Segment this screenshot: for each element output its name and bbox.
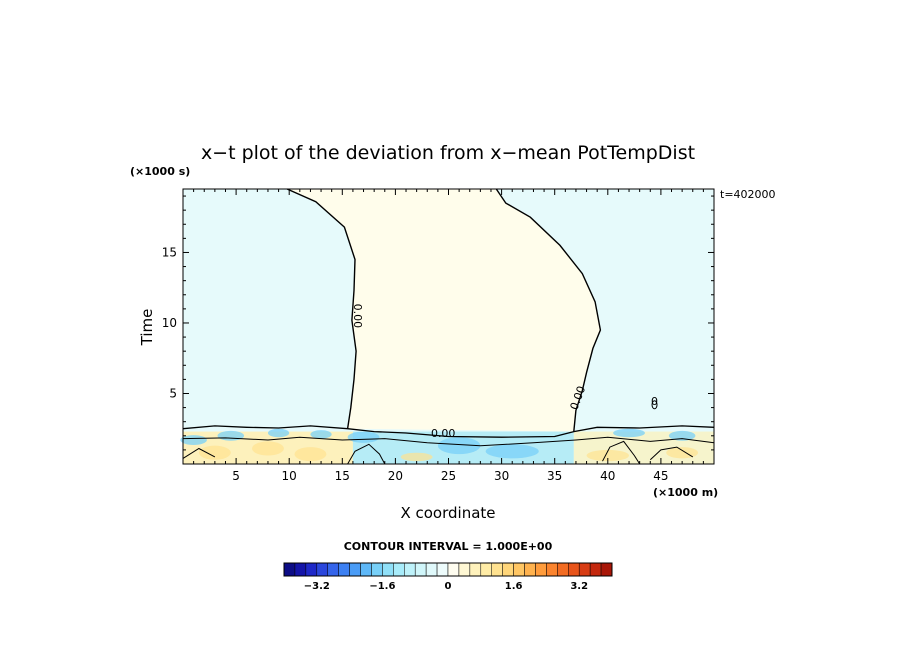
- contour-label: 0.00: [431, 427, 456, 440]
- contour-lines: [182, 188, 715, 465]
- colorbar-cell: [414, 562, 427, 577]
- colorbar-cell: [360, 562, 372, 577]
- contour-bottom-detail: [602, 440, 641, 465]
- colorbar-cell: [327, 562, 339, 577]
- warm-patch: [666, 447, 699, 459]
- y-tick-label: 5: [169, 386, 177, 400]
- x-tick-label: 35: [547, 469, 562, 483]
- colorbar-cell: [447, 562, 460, 577]
- colorbar-cell: [600, 562, 613, 577]
- y-tick-label: 10: [162, 316, 177, 330]
- contour-label: 0: [651, 395, 658, 408]
- cool-patch: [267, 428, 290, 438]
- warm-patch: [586, 449, 630, 462]
- warm-patch: [400, 452, 433, 462]
- contour-bottom-detail: [347, 443, 386, 465]
- warm-patch: [252, 441, 284, 456]
- colorbar-cell: [469, 562, 482, 577]
- colorbar-cell: [436, 562, 449, 577]
- warm-patch: [198, 445, 231, 460]
- x-tick-label: 15: [335, 469, 350, 483]
- contour-zero-right: [495, 188, 602, 432]
- cool-patch: [217, 430, 245, 441]
- x-tick-label: 40: [600, 469, 615, 483]
- cool-patch: [613, 428, 645, 438]
- cool-patch: [180, 435, 207, 445]
- chart-title: x−t plot of the deviation from x−mean Po…: [201, 142, 695, 164]
- contour-bottom-top: [182, 425, 715, 438]
- contour-small-loop: [651, 400, 658, 410]
- colorbar-cell: [305, 562, 318, 577]
- x-tick-label: 5: [232, 469, 240, 483]
- colorbar-frame: [283, 562, 613, 577]
- warm-patch: [294, 447, 327, 462]
- colorbar-cell: [283, 562, 296, 577]
- cool-patch: [668, 430, 696, 441]
- x-axis-label: X coordinate: [400, 504, 495, 522]
- color-field: [180, 189, 714, 464]
- contour-bottom-detail: [649, 446, 694, 461]
- x-unit-label: (×1000 m): [653, 486, 718, 499]
- colorbar-tick-label: 3.2: [570, 581, 588, 592]
- y-axis-label: Time: [138, 309, 156, 347]
- contour-zero-left: [286, 188, 357, 429]
- x-tick-label: 30: [494, 469, 509, 483]
- cool-patch: [310, 430, 332, 439]
- colorbar-cell: [578, 562, 591, 577]
- contour-interval-label: CONTOUR INTERVAL = 1.000E+00: [344, 540, 553, 553]
- y-tick-label: 15: [162, 245, 177, 259]
- colorbar-cell: [502, 562, 514, 577]
- cool-patch: [437, 437, 481, 455]
- colorbar-cell: [382, 562, 394, 577]
- colorbar-cell: [480, 562, 492, 577]
- colorbar-cell: [557, 562, 569, 577]
- colorbar-cell: [404, 562, 416, 577]
- colorbar-cell: [371, 562, 383, 577]
- x-tick-label: 10: [282, 469, 297, 483]
- contour-bottom-detail: [182, 447, 216, 459]
- x-tick-label: 20: [388, 469, 403, 483]
- colorbar-cell: [546, 562, 558, 577]
- colorbar-cell: [349, 562, 361, 577]
- colorbar-cell: [535, 562, 547, 577]
- colorbar-cell: [316, 562, 328, 577]
- corner-label: t=402000: [720, 188, 776, 201]
- colorbar-tick-label: −1.6: [369, 581, 395, 592]
- colorbar-cell: [524, 562, 536, 577]
- x-tick-label: 45: [653, 469, 668, 483]
- cool-patch: [347, 431, 380, 443]
- cool-patch: [485, 444, 539, 459]
- colorbar-cell: [458, 562, 471, 577]
- colorbar-cell: [589, 562, 602, 577]
- colorbar-cell: [294, 562, 307, 577]
- axis-ticks: 5 10 15 20 25 30 35 40 45 5 10 15: [162, 189, 714, 483]
- x-tick-label: 25: [441, 469, 456, 483]
- y-unit-label: (×1000 s): [130, 165, 190, 178]
- colorbar-tick-label: 1.6: [505, 581, 523, 592]
- colorbar-cell: [425, 562, 438, 577]
- region-upper-middle: [287, 189, 601, 432]
- colorbar-cell: [393, 562, 405, 577]
- colorbar: −3.2 −1.6 0 1.6 3.2: [283, 562, 613, 592]
- contour-label: 0.00: [351, 304, 364, 329]
- contour-bottom-low: [182, 436, 715, 447]
- colorbar-cell: [568, 562, 580, 577]
- colorbar-cell: [513, 562, 525, 577]
- contour-labels: 0.000.000.000: [351, 304, 658, 441]
- colorbar-cell: [491, 562, 503, 577]
- colorbar-tick-label: 0: [445, 581, 452, 592]
- colorbar-cell: [338, 562, 350, 577]
- colorbar-tick-label: −3.2: [304, 581, 330, 592]
